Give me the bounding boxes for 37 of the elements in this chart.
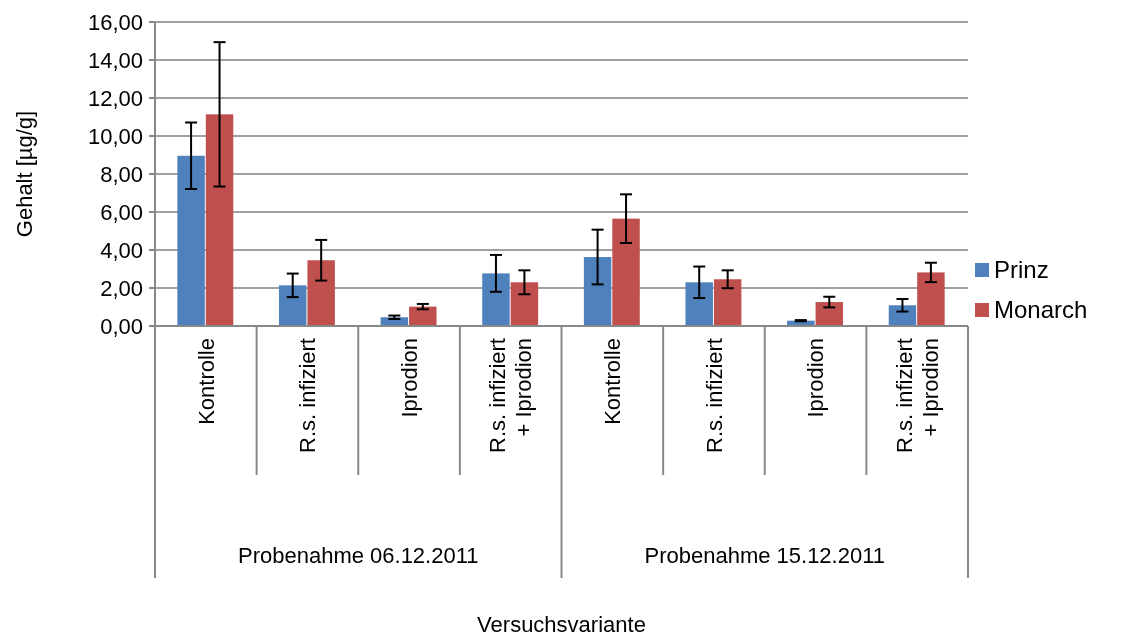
- y-tick-label: 6,00: [100, 199, 143, 225]
- x-tick-label: R.s. infiziert: [701, 338, 727, 453]
- legend-label: Prinz: [994, 256, 1049, 284]
- text: Versuchsvariante: [477, 612, 646, 637]
- bar: [917, 272, 945, 326]
- bar: [482, 273, 510, 326]
- bar: [307, 260, 335, 326]
- x-tick-label: Iprodion: [803, 338, 829, 418]
- x-tick-label: R.s. infiziert + Iprodion: [891, 338, 943, 453]
- bar: [612, 218, 640, 326]
- text: Probenahme 15.12.2011: [644, 543, 886, 568]
- y-tick-label: 8,00: [100, 161, 143, 187]
- y-tick-label: 10,00: [87, 123, 143, 149]
- y-tick-label: 2,00: [100, 275, 143, 301]
- y-tick-label: 14,00: [87, 47, 143, 73]
- bar: [815, 302, 844, 326]
- bar: [583, 257, 612, 326]
- bar: [888, 305, 917, 326]
- x-tick-label: R.s. infiziert + Iprodion: [485, 338, 537, 453]
- x-tick-label: R.s. infiziert: [295, 338, 321, 453]
- bar: [409, 306, 437, 326]
- text: Probenahme 06.12.2011: [237, 543, 479, 568]
- x-tick-label: Kontrolle: [193, 338, 219, 425]
- bar: [205, 114, 234, 326]
- legend-label: Monarch: [994, 296, 1088, 324]
- bar: [510, 282, 539, 326]
- y-tick-label: 4,00: [100, 237, 143, 263]
- bar: [685, 282, 713, 326]
- y-tick-label: 0,00: [100, 313, 143, 339]
- x-tick-label: Kontrolle: [600, 338, 626, 425]
- x-tick-label: Iprodion: [396, 338, 422, 418]
- bar: [278, 285, 307, 326]
- bar: [713, 279, 742, 326]
- y-axis-title: Gehalt [µg/g]: [12, 110, 37, 238]
- bar: [177, 155, 205, 326]
- y-tick-label: 12,00: [87, 85, 143, 111]
- y-tick-label: 16,00: [87, 9, 143, 35]
